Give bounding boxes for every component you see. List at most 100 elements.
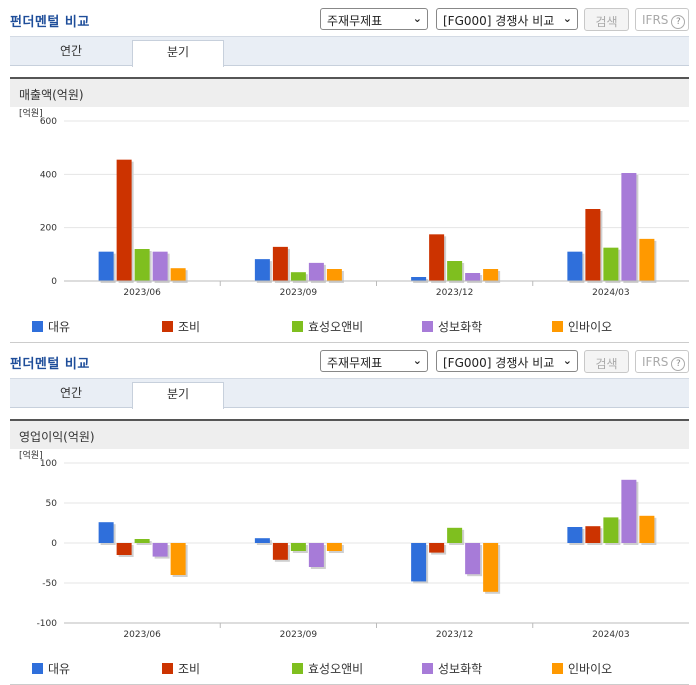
search-button[interactable]: 검색	[584, 350, 629, 373]
legend-label: 조비	[178, 320, 201, 334]
legend-item[interactable]: 효성오앤비	[292, 660, 363, 677]
legend-label: 인바이오	[568, 320, 613, 334]
x-tick-label: 2023/06	[123, 288, 161, 298]
bar-성보화학-2024/03	[621, 479, 637, 543]
legend-label: 효성오앤비	[308, 320, 364, 334]
bar-인바이오-2023/06	[170, 543, 186, 575]
bar-인바이오-2023/06	[170, 268, 186, 281]
statement-type-select-value: 주재무제표	[327, 356, 383, 370]
bar-대유-2024/03	[567, 527, 583, 543]
fundamental-panel-revenue: 펀더멘털 비교 주재무제표 ⌄ [FG000] 경쟁사 비교 ⌄ 검색 IFRS? …	[0, 0, 696, 343]
legend-label: 대유	[48, 662, 71, 676]
bar-대유-2023/12	[411, 543, 427, 582]
chart-legend: 대유 조비 효성오앤비 성보화학 인바이오	[10, 660, 689, 676]
legend-swatch	[162, 321, 173, 332]
ifrs-label: IFRS	[642, 355, 669, 369]
bar-인바이오-2023/09	[326, 543, 342, 551]
y-tick-label: 50	[46, 499, 58, 509]
bar-조비-2023/09	[272, 246, 288, 281]
period-tabs: 연간 분기	[10, 378, 689, 409]
x-tick-label: 2023/12	[436, 630, 473, 640]
bar-조비-2023/06	[116, 543, 132, 555]
legend-swatch	[162, 663, 173, 674]
legend-swatch	[422, 321, 433, 332]
bar-대유-2023/12	[411, 277, 427, 281]
section-title: 영업이익(억원)	[19, 430, 95, 444]
x-tick-label: 2023/06	[123, 630, 161, 640]
legend-swatch	[32, 321, 43, 332]
legend-item[interactable]: 성보화학	[422, 318, 482, 335]
bar-인바이오-2024/03	[639, 515, 655, 543]
bar-인바이오-2024/03	[639, 238, 655, 281]
bar-인바이오-2023/09	[326, 269, 342, 281]
y-tick-label: 400	[40, 170, 57, 180]
bar-조비-2023/12	[429, 543, 445, 553]
legend-item[interactable]: 효성오앤비	[292, 318, 363, 335]
y-tick-label: 0	[51, 539, 57, 549]
statement-type-select[interactable]: 주재무제표 ⌄	[320, 8, 428, 30]
chevron-down-icon: ⌄	[412, 354, 422, 367]
bar-인바이오-2023/12	[483, 269, 499, 281]
search-button[interactable]: 검색	[584, 8, 629, 31]
x-tick-label: 2024/03	[592, 630, 629, 640]
chevron-down-icon: ⌄	[562, 354, 572, 367]
x-tick-label: 2023/09	[280, 288, 318, 298]
peer-group-select[interactable]: [FG000] 경쟁사 비교 ⌄	[436, 8, 578, 30]
bar-성보화학-2023/09	[308, 543, 324, 567]
y-tick-label: -100	[37, 619, 58, 629]
chart-legend: 대유 조비 효성오앤비 성보화학 인바이오	[10, 318, 689, 334]
bar-효성오앤비-2023/12	[447, 261, 463, 281]
section-header: 영업이익(억원)	[10, 419, 689, 449]
statement-type-select-value: 주재무제표	[327, 14, 383, 28]
tab-annual[interactable]: 연간	[59, 44, 83, 58]
legend-label: 성보화학	[438, 662, 483, 676]
bar-조비-2024/03	[585, 209, 601, 281]
panel-header: 펀더멘털 비교 주재무제표 ⌄ [FG000] 경쟁사 비교 ⌄ 검색 IFRS?	[0, 0, 696, 36]
bar-성보화학-2024/03	[621, 173, 637, 281]
period-tabs: 연간 분기	[10, 36, 689, 67]
x-tick-label: 2024/03	[592, 288, 629, 298]
ifrs-label: IFRS	[642, 13, 669, 27]
legend-swatch	[552, 321, 563, 332]
bar-효성오앤비-2023/06	[134, 539, 150, 543]
legend-swatch	[32, 663, 43, 674]
chevron-down-icon: ⌄	[412, 12, 422, 25]
bar-효성오앤비-2024/03	[603, 247, 619, 281]
bar-성보화학-2023/06	[152, 251, 168, 281]
bar-조비-2023/09	[272, 543, 288, 560]
legend-item[interactable]: 인바이오	[552, 660, 612, 677]
tab-quarterly[interactable]: 분기	[132, 40, 224, 67]
legend-item[interactable]: 성보화학	[422, 660, 482, 677]
legend-swatch	[422, 663, 433, 674]
bar-성보화학-2023/12	[465, 543, 481, 575]
statement-type-select[interactable]: 주재무제표 ⌄	[320, 350, 428, 372]
legend-item[interactable]: 조비	[162, 318, 200, 335]
legend-label: 효성오앤비	[308, 662, 364, 676]
legend-swatch	[292, 663, 303, 674]
bar-조비-2023/12	[429, 234, 445, 281]
y-tick-label: 200	[40, 224, 57, 234]
legend-item[interactable]: 인바이오	[552, 318, 612, 335]
panel-title: 펀더멘털 비교	[10, 15, 90, 30]
panel-title: 펀더멘털 비교	[10, 357, 90, 372]
bar-대유-2024/03	[567, 251, 583, 281]
tab-annual[interactable]: 연간	[59, 386, 83, 400]
bar-성보화학-2023/06	[152, 543, 168, 557]
bar-조비-2024/03	[585, 526, 601, 543]
peer-group-select-value: [FG000] 경쟁사 비교	[443, 356, 555, 370]
legend-item[interactable]: 대유	[32, 660, 70, 677]
legend-swatch	[292, 321, 303, 332]
peer-group-select-value: [FG000] 경쟁사 비교	[443, 14, 555, 28]
ifrs-help-button[interactable]: IFRS?	[635, 350, 689, 373]
help-icon: ?	[671, 357, 686, 371]
tab-quarterly[interactable]: 분기	[132, 382, 224, 409]
bar-성보화학-2023/09	[308, 262, 324, 281]
legend-label: 인바이오	[568, 662, 613, 676]
peer-group-select[interactable]: [FG000] 경쟁사 비교 ⌄	[436, 350, 578, 372]
bar-인바이오-2023/12	[483, 543, 499, 592]
legend-item[interactable]: 조비	[162, 660, 200, 677]
legend-item[interactable]: 대유	[32, 318, 70, 335]
help-icon: ?	[671, 15, 686, 29]
ifrs-help-button[interactable]: IFRS?	[635, 8, 689, 31]
bar-성보화학-2023/12	[465, 273, 481, 281]
